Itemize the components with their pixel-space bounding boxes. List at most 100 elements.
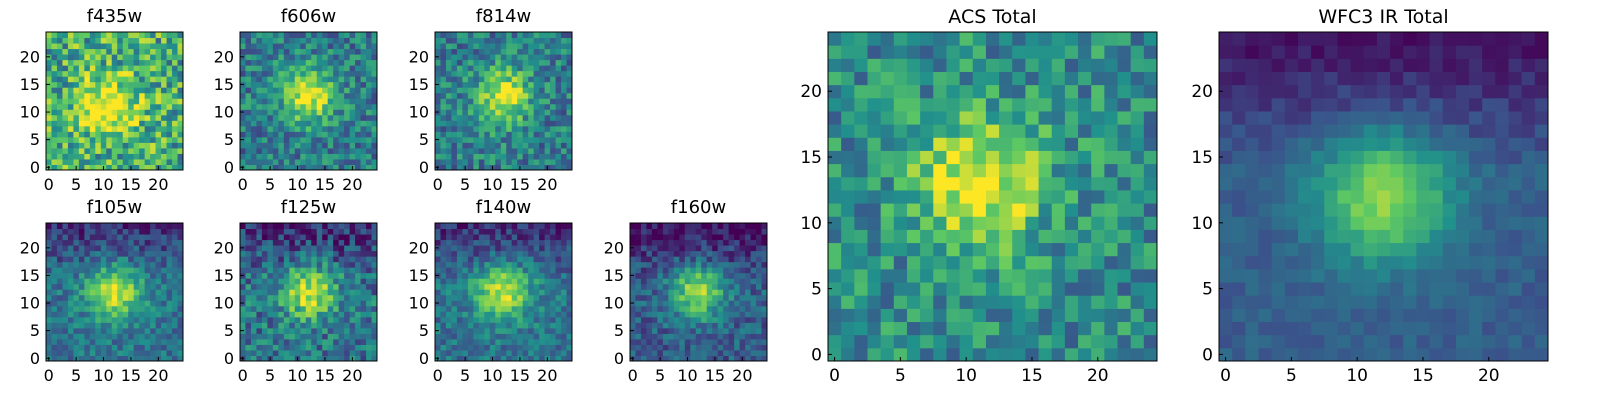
heatmap-cell <box>133 65 140 72</box>
heatmap-cell <box>100 54 107 61</box>
heatmap-cell <box>46 92 52 99</box>
heatmap-cell <box>484 355 491 362</box>
heatmap-cell <box>89 283 96 290</box>
heatmap-cell <box>662 311 669 318</box>
heatmap-cell <box>456 272 463 279</box>
heatmap-cell <box>150 153 157 160</box>
heatmap-cell <box>695 289 702 296</box>
heatmap-cell <box>261 267 268 274</box>
heatmap-cell <box>133 311 140 318</box>
heatmap-cell <box>360 153 367 160</box>
heatmap-cell <box>467 114 474 121</box>
heatmap-cell <box>451 43 458 50</box>
heatmap-cell <box>500 81 507 88</box>
heatmap-cell <box>111 120 118 127</box>
y-tick-label: 5 <box>30 130 40 149</box>
heatmap-cell <box>172 283 179 290</box>
heatmap-cell <box>544 327 551 334</box>
heatmap-cell <box>489 59 496 66</box>
heatmap-cell <box>311 87 318 94</box>
heatmap-cell <box>177 43 184 50</box>
heatmap-cell <box>544 349 551 356</box>
heatmap-cell <box>355 223 362 230</box>
heatmap-cell <box>333 223 340 230</box>
heatmap-cell <box>283 136 290 143</box>
heatmap-cell <box>106 316 113 323</box>
heatmap-cell <box>630 344 636 351</box>
heatmap-cell <box>906 268 921 283</box>
heatmap-cell <box>522 70 529 77</box>
heatmap-cell <box>657 283 664 290</box>
heatmap-cell <box>451 316 458 323</box>
heatmap-cell <box>278 305 285 312</box>
heatmap-cell <box>122 147 129 154</box>
heatmap-cell <box>506 59 513 66</box>
heatmap-cell <box>46 250 52 257</box>
heatmap-cell <box>283 109 290 116</box>
heatmap-cell <box>517 147 524 154</box>
heatmap-cell <box>166 283 173 290</box>
heatmap-cell <box>734 322 741 329</box>
heatmap-cell <box>106 344 113 351</box>
heatmap-cell <box>144 316 151 323</box>
heatmap-cell <box>344 261 351 268</box>
heatmap-cell <box>1143 229 1158 244</box>
heatmap-cell <box>734 311 741 318</box>
heatmap-cell <box>272 92 279 99</box>
heatmap-cell <box>440 300 447 307</box>
heatmap-cell <box>462 333 469 340</box>
heatmap-cell <box>920 347 934 362</box>
heatmap-cell <box>122 311 129 318</box>
heatmap-cell <box>106 87 113 94</box>
heatmap-cell <box>360 327 367 334</box>
heatmap-cell <box>322 59 329 66</box>
heatmap-cell <box>828 295 842 309</box>
heatmap-cell <box>734 250 741 257</box>
axes-frame <box>434 222 573 362</box>
heatmap-cell <box>841 255 855 270</box>
heatmap-cell <box>528 81 535 88</box>
heatmap-cell <box>67 92 74 99</box>
heatmap-cell <box>150 278 157 285</box>
heatmap-cell <box>668 305 675 312</box>
heatmap-cell <box>172 294 179 301</box>
heatmap-cell <box>144 305 151 312</box>
heatmap-cell <box>294 261 301 268</box>
heatmap-cell <box>360 283 367 290</box>
heatmap-cell <box>177 164 184 171</box>
heatmap-cell <box>84 267 91 274</box>
heatmap-cell <box>111 158 118 165</box>
panel-f140w: f140w 0 5 10 15 20 0 5 10 15 20 <box>393 197 573 385</box>
heatmap-cell <box>728 228 735 235</box>
heatmap-cell <box>539 261 546 268</box>
heatmap-cell <box>161 256 168 263</box>
heatmap-cell <box>646 256 653 263</box>
heatmap-cell <box>1117 321 1132 336</box>
heatmap-cell <box>84 48 91 55</box>
heatmap-cell <box>500 48 507 55</box>
heatmap-cell <box>161 32 168 39</box>
heatmap-cell <box>467 59 474 66</box>
heatmap-cell <box>67 300 74 307</box>
heatmap-cell <box>456 120 463 127</box>
heatmap-cell <box>294 289 301 296</box>
heatmap-cell <box>84 65 91 72</box>
heatmap-cell <box>360 142 367 149</box>
heatmap-cell <box>62 278 69 285</box>
heatmap-cell <box>294 92 301 99</box>
heatmap-cell <box>517 294 524 301</box>
heatmap-cell <box>478 48 485 55</box>
heatmap-cell <box>371 59 378 66</box>
heatmap-cell <box>84 76 91 83</box>
heatmap-cell <box>679 250 686 257</box>
heatmap-cell <box>139 98 146 105</box>
heatmap-cell <box>128 114 135 121</box>
heatmap-cell <box>679 349 686 356</box>
heatmap-cell <box>456 283 463 290</box>
heatmap-cell <box>646 294 653 301</box>
heatmap-cell <box>651 289 658 296</box>
heatmap-cell <box>484 267 491 274</box>
heatmap-cell <box>316 344 323 351</box>
heatmap-cell <box>1012 189 1026 204</box>
heatmap-cell <box>150 311 157 318</box>
